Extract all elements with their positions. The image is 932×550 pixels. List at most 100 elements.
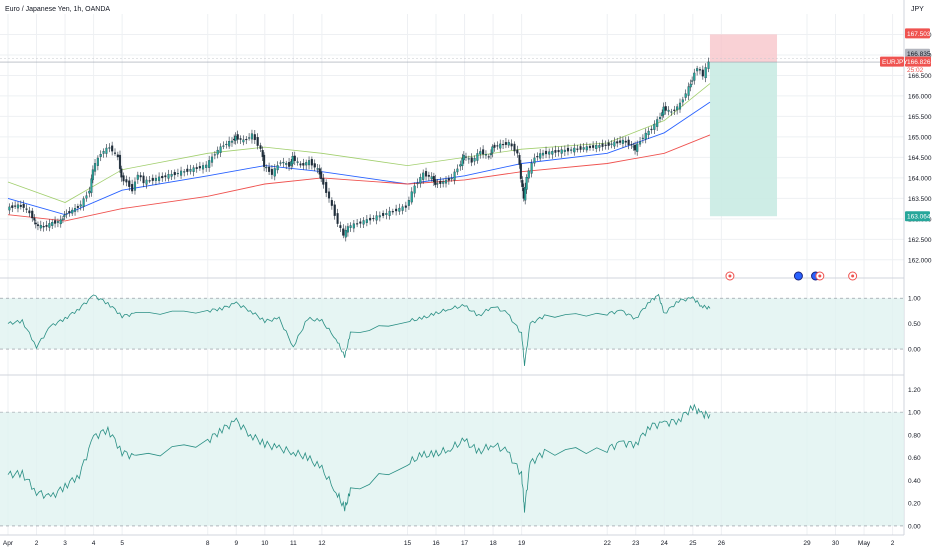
candle-body — [128, 180, 131, 187]
candle-body — [208, 160, 211, 168]
price-axis-label: 162.500 — [908, 237, 932, 244]
candle-body — [91, 169, 94, 181]
candle-body — [557, 150, 560, 153]
candle-body — [473, 158, 476, 162]
candle-body — [484, 154, 488, 156]
price-axis-label: 166.000 — [908, 93, 932, 100]
candle-body — [299, 163, 302, 166]
candle-body — [336, 213, 339, 224]
candle-body — [613, 141, 616, 147]
candle-body — [307, 160, 311, 166]
osc2-axis-label: 0.20 — [908, 501, 921, 508]
date-axis-label: 5 — [120, 540, 124, 547]
moving-averages — [7, 83, 711, 222]
osc2-axis-label: 0.40 — [908, 478, 921, 485]
candle-body — [327, 191, 331, 199]
candle-body — [356, 223, 359, 225]
candle-body — [105, 147, 108, 154]
candle-body — [461, 158, 464, 167]
candle-body — [225, 143, 228, 146]
candle-body — [579, 146, 582, 150]
candle-body — [395, 208, 398, 212]
candle-body — [530, 162, 533, 174]
candle-body — [48, 223, 51, 228]
event-marker-dot — [728, 274, 732, 278]
event-markers[interactable] — [725, 271, 858, 281]
candle-body — [701, 69, 704, 77]
candle-body — [333, 204, 336, 216]
candle-body — [362, 220, 365, 225]
candle-body — [459, 164, 462, 167]
candle-body — [691, 80, 694, 82]
price-series — [8, 57, 710, 242]
candle-body — [673, 109, 676, 111]
candle-body — [499, 143, 502, 149]
candle-body — [359, 221, 362, 224]
candle-body — [222, 145, 225, 147]
candle-body — [76, 206, 79, 208]
ema-blue-line — [7, 101, 711, 216]
target-price-tag-bg — [905, 211, 930, 222]
candle-body — [19, 204, 22, 207]
candle-body — [450, 178, 453, 180]
candle-body — [407, 200, 410, 206]
candle-body — [242, 139, 245, 143]
candle-body — [96, 157, 99, 166]
candle-body — [667, 109, 670, 112]
candle-body — [325, 182, 328, 193]
osc1-band — [0, 298, 904, 350]
candle-body — [113, 152, 117, 154]
candle-body — [554, 150, 557, 153]
candle-body — [658, 117, 662, 120]
candle-body — [442, 181, 445, 184]
candle-body — [678, 102, 682, 110]
target-price-tag: 163.064 — [905, 211, 931, 222]
price-axis-label: 165.500 — [908, 114, 932, 121]
position-tool[interactable] — [0, 34, 904, 217]
candle-body — [90, 178, 93, 193]
candle-body — [25, 208, 28, 210]
candle-body — [154, 177, 157, 181]
candle-body — [636, 143, 639, 152]
candle-body — [68, 210, 71, 214]
candle-body — [14, 205, 17, 207]
stop-price-tag-bg — [905, 28, 930, 39]
candle-body — [576, 148, 579, 150]
candle-body — [305, 162, 308, 166]
candle-body — [687, 86, 690, 96]
candle-body — [696, 68, 699, 72]
candle-body — [489, 153, 493, 156]
candle-body — [616, 141, 619, 144]
candle-body — [273, 168, 276, 177]
candle-body — [161, 175, 164, 179]
candle-body — [54, 220, 57, 224]
candle-body — [638, 141, 642, 145]
candle-body — [268, 166, 271, 172]
date-axis-label: 29 — [803, 540, 811, 547]
candle-body — [439, 180, 442, 184]
candle-body — [541, 152, 545, 156]
candle-body — [588, 145, 592, 149]
candle-body — [369, 217, 372, 221]
candle-body — [507, 142, 510, 146]
candle-body — [285, 163, 288, 165]
candle-body — [36, 224, 40, 227]
oscillator-2 — [0, 403, 904, 527]
candle-body — [151, 177, 154, 181]
candle-body — [464, 156, 468, 158]
candle-body — [288, 162, 291, 167]
candle-body — [189, 169, 192, 172]
candle-body — [276, 165, 279, 171]
candle-body — [444, 179, 448, 184]
date-axis-label: 2 — [891, 540, 895, 547]
candle-body — [282, 161, 285, 164]
candle-body — [213, 154, 216, 156]
candle-body — [291, 156, 294, 165]
ema-green-line — [7, 83, 711, 203]
candle-body — [385, 213, 388, 216]
event-marker-blue — [793, 271, 803, 281]
chart-title: Euro / Japanese Yen, 1h, OANDA — [5, 6, 110, 13]
candle-body — [563, 149, 566, 152]
candle-body — [496, 145, 499, 147]
